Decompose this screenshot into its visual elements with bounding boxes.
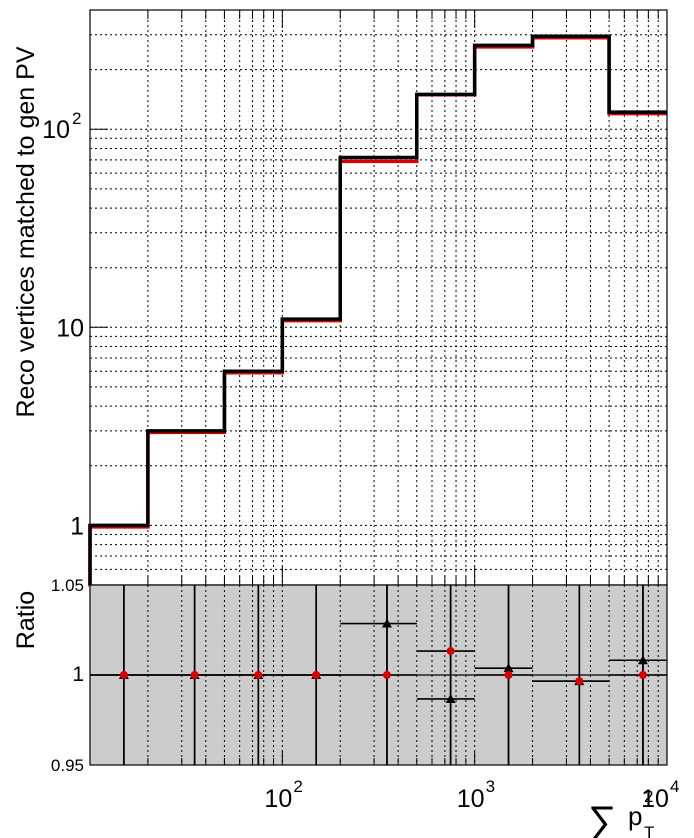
ratio-point-circle xyxy=(312,671,321,679)
ratio-y-tick-label: 0.95 xyxy=(51,756,84,775)
main-frame xyxy=(90,10,667,585)
ratio-y-tick-label: 1 xyxy=(72,663,84,686)
ratio-points xyxy=(90,585,667,765)
ratio-point-circle xyxy=(575,677,584,686)
ratio-point-circle xyxy=(446,647,455,656)
y-tick-label: 10 xyxy=(56,314,84,342)
ratio-point-circle xyxy=(382,671,391,679)
x-axis-title: ∑ p 2 T xyxy=(588,787,654,838)
x-axis-sub: T xyxy=(644,823,654,838)
ratio-point-circle xyxy=(504,671,513,679)
main-grid xyxy=(90,10,667,585)
ratio-y-tick-label: 1.05 xyxy=(51,576,84,595)
ratio-point-circle xyxy=(190,671,199,679)
y-tick-label-exp: 2 xyxy=(72,109,81,128)
y-tick-label: 1 xyxy=(70,512,84,540)
x-axis-base: p xyxy=(628,801,642,831)
main-y-axis-title: Reco vertices matched to gen PV xyxy=(12,46,40,417)
x-axis-sup: 2 xyxy=(644,787,653,806)
ratio-point-circle xyxy=(119,671,128,679)
main-histograms xyxy=(88,34,667,587)
ratio-y-axis-title: Ratio xyxy=(12,591,40,649)
x-tick-label: 10 xyxy=(457,785,485,813)
y-tick-label: 10 xyxy=(42,116,70,144)
x-axis-sum-symbol: ∑ xyxy=(588,799,617,838)
histogram-series-1 xyxy=(88,34,667,585)
x-tick-label: 10 xyxy=(641,785,669,813)
ratio-point-circle xyxy=(638,671,647,679)
main-ticks xyxy=(147,10,659,585)
x-tick-labels: 10 2 10 3 10 4 xyxy=(264,777,679,813)
ratio-point-circle xyxy=(254,671,263,679)
x-tick-label-exp: 4 xyxy=(670,777,679,796)
ratio-y-tick-labels: 0.95 1 1.05 xyxy=(51,576,104,775)
ratio-ticks xyxy=(147,751,659,765)
x-tick-label: 10 xyxy=(264,785,292,813)
x-tick-label-exp: 2 xyxy=(293,777,302,796)
x-tick-label-exp: 3 xyxy=(486,777,495,796)
